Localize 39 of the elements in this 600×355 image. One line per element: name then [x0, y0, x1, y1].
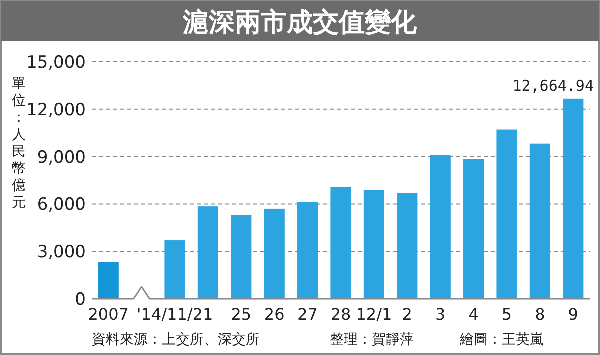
x-tick-label: 26 — [264, 305, 285, 324]
text: 整理：賀靜萍 — [330, 332, 414, 348]
bar — [464, 159, 484, 299]
text: 繪圖：王英嵐 — [459, 332, 544, 348]
bar — [264, 208, 285, 299]
y-tick-label: 3,000 — [37, 242, 86, 263]
x-tick-label: 25 — [231, 305, 252, 324]
x-tick-label: 3 — [436, 305, 446, 324]
y-tick-label: 6,000 — [37, 195, 86, 216]
y-tick-label: 0 — [75, 290, 86, 310]
y-tick-label: 15,000 — [26, 53, 86, 73]
bar — [231, 215, 252, 299]
x-tick-label: 4 — [468, 305, 479, 324]
bar — [364, 190, 384, 299]
x-tick-label: 12/1 — [356, 305, 392, 324]
x-tick-label: '14/11/21 — [136, 305, 214, 324]
y-tick-label: 12,000 — [26, 100, 86, 120]
x-tick-label: 9 — [568, 305, 578, 324]
source-note: 資料來源：上交所、深交所 — [92, 332, 260, 348]
bar — [198, 206, 218, 299]
bar — [298, 202, 318, 299]
x-tick-label: 27 — [298, 305, 318, 324]
bar — [98, 262, 119, 299]
x-tick-label: 5 — [502, 305, 512, 324]
bar — [530, 144, 550, 299]
bar — [330, 186, 352, 299]
x-tick-label: 8 — [535, 305, 546, 324]
bar — [496, 130, 518, 299]
x-tick-label: 28 — [330, 305, 352, 324]
bar — [397, 192, 418, 299]
bar — [563, 98, 584, 299]
chart-title: 滬深兩市成交值變化 — [182, 8, 418, 38]
y-axis-title: 單位：人民幣億元 — [12, 76, 26, 211]
bar — [430, 155, 451, 299]
x-tick-label: 2 — [402, 305, 412, 324]
x-tick-label: 2007 — [88, 305, 129, 324]
y-tick-label: 9,000 — [37, 148, 86, 168]
data-label: 12,664.94 — [512, 76, 594, 95]
bar — [164, 240, 186, 299]
